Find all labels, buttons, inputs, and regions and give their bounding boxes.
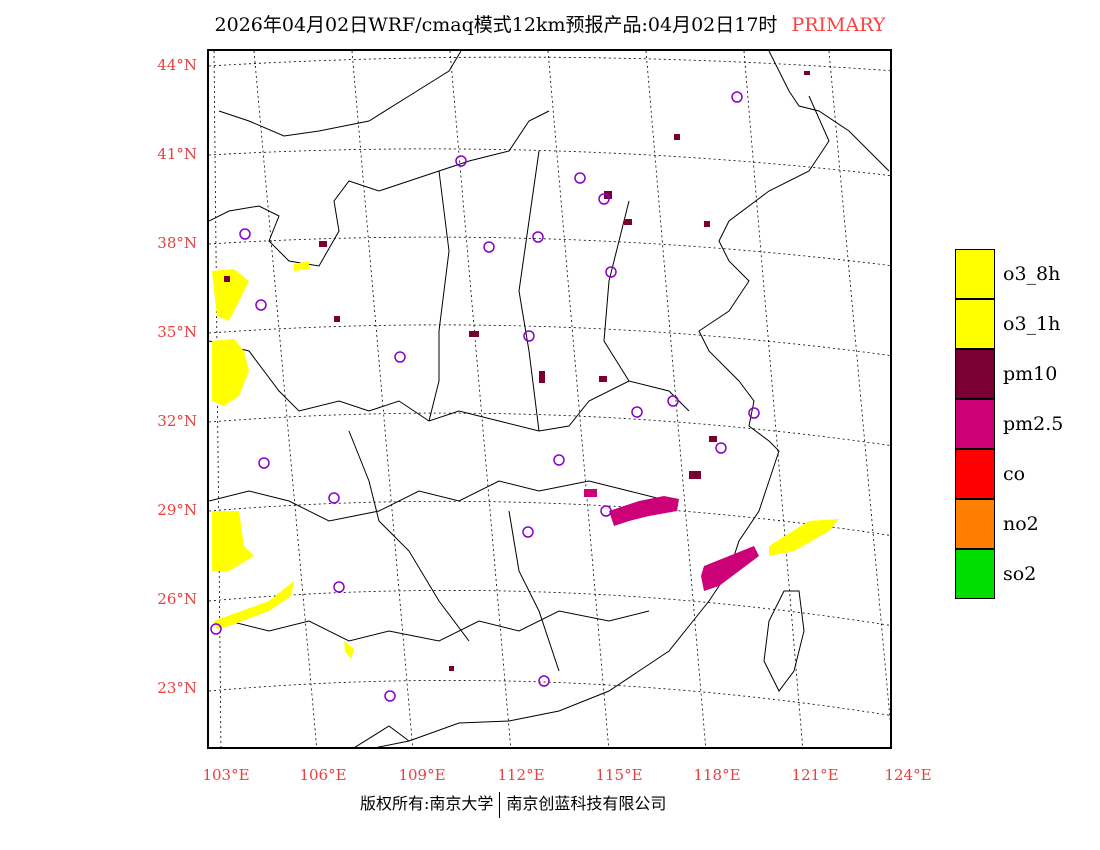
title-main: 2026年04月02日WRF/cmaq模式12km预报产品:04月02日17时 xyxy=(214,14,778,36)
graticule xyxy=(209,51,890,747)
station-markers xyxy=(210,91,760,702)
lon-label-121: 121°E xyxy=(791,766,839,784)
legend-label: pm10 xyxy=(1003,363,1058,385)
legend-label: no2 xyxy=(1003,513,1039,535)
lon-label-112: 112°E xyxy=(497,766,545,784)
title-tag: PRIMARY xyxy=(791,14,886,36)
boundaries xyxy=(209,51,890,747)
legend-swatch xyxy=(955,349,995,399)
legend-swatch xyxy=(955,499,995,549)
map-title: 2026年04月02日WRF/cmaq模式12km预报产品:04月02日17时 P… xyxy=(0,10,1100,37)
o3-areas xyxy=(212,261,839,659)
lon-label-106: 106°E xyxy=(299,766,347,784)
lat-label-44: 44°N xyxy=(157,56,197,74)
lon-label-109: 109°E xyxy=(398,766,446,784)
legend-label: co xyxy=(1003,463,1026,485)
legend-label: so2 xyxy=(1003,563,1037,585)
pm25-areas xyxy=(584,489,759,591)
lat-label-29: 29°N xyxy=(157,501,197,519)
lon-label-103: 103°E xyxy=(202,766,250,784)
lon-label-124: 124°E xyxy=(884,766,932,784)
lat-label-35: 35°N xyxy=(157,323,197,341)
legend-label: pm2.5 xyxy=(1003,413,1064,435)
footer-left: 版权所有:南京大学 xyxy=(360,794,494,813)
lon-label-115: 115°E xyxy=(595,766,643,784)
legend-swatch xyxy=(955,549,995,599)
lat-label-38: 38°N xyxy=(157,234,197,252)
legend-swatch xyxy=(955,399,995,449)
pm10-areas xyxy=(224,71,810,671)
copyright-footer: 版权所有:南京大学 南京创蓝科技有限公司 xyxy=(360,790,666,818)
lat-label-41: 41°N xyxy=(157,145,197,163)
lat-label-23: 23°N xyxy=(157,679,197,697)
lat-label-32: 32°N xyxy=(157,412,197,430)
lat-label-26: 26°N xyxy=(157,590,197,608)
forecast-map xyxy=(207,49,892,749)
legend-swatch xyxy=(955,449,995,499)
map-canvas xyxy=(209,51,890,747)
footer-separator xyxy=(499,791,501,818)
legend-label: o3_8h xyxy=(1003,263,1061,285)
legend-swatch xyxy=(955,299,995,349)
legend-label: o3_1h xyxy=(1003,313,1061,335)
lon-label-118: 118°E xyxy=(693,766,741,784)
footer-right: 南京创蓝科技有限公司 xyxy=(506,794,667,813)
legend-swatch xyxy=(955,249,995,299)
